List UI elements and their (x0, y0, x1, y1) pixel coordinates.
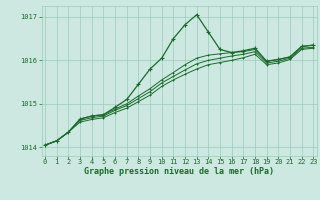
X-axis label: Graphe pression niveau de la mer (hPa): Graphe pression niveau de la mer (hPa) (84, 167, 274, 176)
